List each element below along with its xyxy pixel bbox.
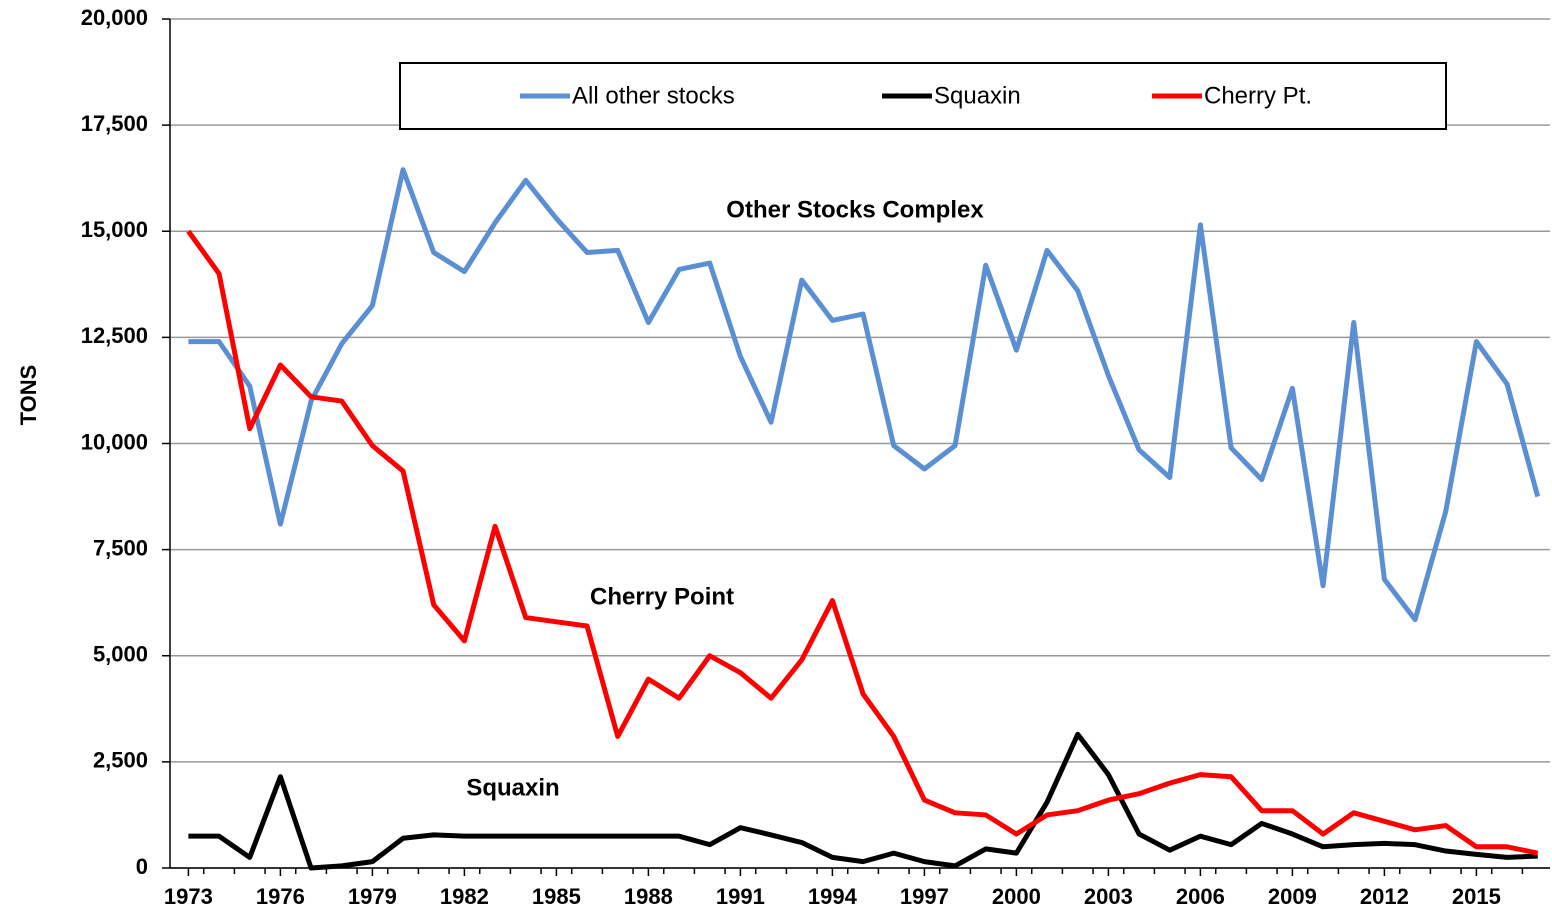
x-tick-label: 1994 [808,884,858,909]
x-tick-label: 1973 [164,884,213,909]
legend-label: Squaxin [934,82,1021,109]
x-tick-label: 2003 [1084,884,1133,909]
y-tick-label: 2,500 [93,748,148,773]
annotation: Squaxin [466,774,559,801]
x-tick-label: 1991 [716,884,765,909]
y-tick-label: 12,500 [81,323,148,348]
x-tick-label: 1997 [900,884,949,909]
x-tick-label: 1979 [348,884,397,909]
annotation: Other Stocks Complex [726,196,984,223]
legend-label: Cherry Pt. [1204,82,1312,109]
y-tick-label: 20,000 [81,5,148,30]
y-tick-label: 7,500 [93,535,148,560]
y-tick-label: 10,000 [81,429,148,454]
x-tick-label: 1985 [532,884,581,909]
y-tick-label: 15,000 [81,217,148,242]
x-tick-label: 2015 [1452,884,1501,909]
y-tick-label: 0 [136,854,148,879]
x-tick-label: 1976 [256,884,305,909]
x-tick-label: 2006 [1176,884,1225,909]
legend-label: All other stocks [572,82,735,109]
x-tick-label: 1982 [440,884,489,909]
x-tick-label: 2009 [1268,884,1317,909]
series-line [188,167,1541,623]
y-tick-label: 17,500 [81,111,148,136]
series-line [186,229,1539,856]
x-tick-label: 2012 [1360,884,1409,909]
y-tick-label: 5,000 [93,642,148,667]
x-tick-label: 1988 [624,884,673,909]
x-tick-label: 2000 [992,884,1041,909]
y-axis-label: TONS [16,365,41,426]
series-line [188,731,1538,871]
annotation: Cherry Point [590,583,734,610]
